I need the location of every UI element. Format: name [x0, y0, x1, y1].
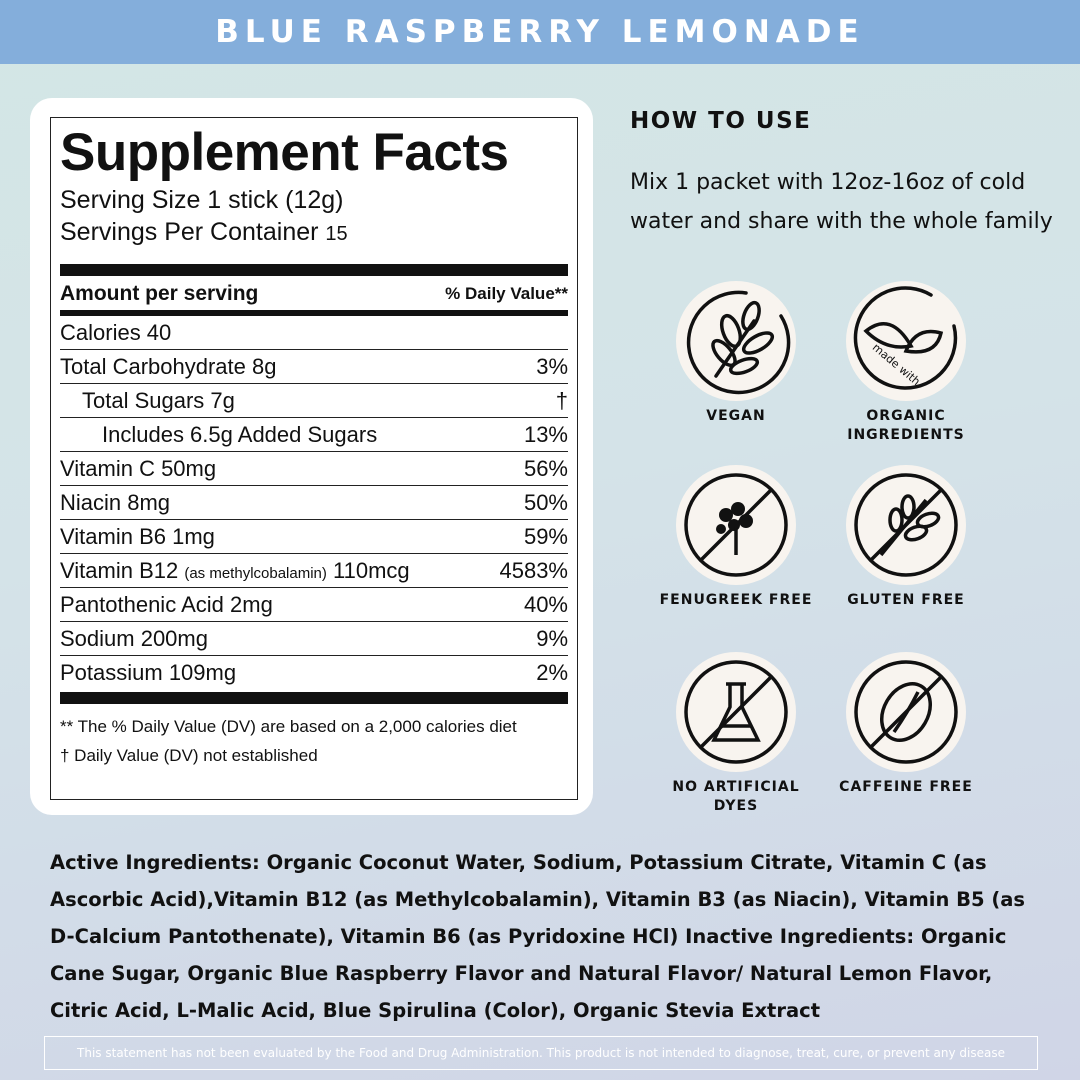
nutrient-row: Total Carbohydrate 8g 3%: [60, 350, 568, 384]
facts-title: Supplement Facts: [60, 123, 509, 182]
badge-caffeine-free: CAFFEINE FREE: [821, 652, 991, 797]
ingredients-text: Active Ingredients: Organic Coconut Wate…: [50, 851, 1026, 1022]
servings-value: 15: [325, 223, 348, 245]
nutrient-dv: 3%: [536, 354, 568, 379]
amount-per-serving: Amount per serving: [60, 282, 259, 305]
nutrient-name: Vitamin B12 (as methylcobalamin) 110mcg: [60, 554, 410, 587]
badge-vegan: VEGAN: [651, 281, 821, 426]
calories: Calories 40: [60, 320, 172, 345]
flask-free-icon: [676, 652, 796, 772]
fenugreek-free-icon: [676, 465, 796, 585]
leaves-made-with-icon: made with: [846, 281, 966, 401]
supplement-facts-label: Supplement Facts Serving Size 1 stick (1…: [50, 117, 578, 800]
nutrient-row: Sodium 200mg 9%: [60, 622, 568, 656]
divider: [60, 692, 568, 704]
nutrient-row: Potassium 109mg 2%: [60, 656, 568, 690]
badge-no-artificial-dyes: NO ARTIFICIAL DYES: [651, 652, 821, 816]
nutrient-dv: 59%: [523, 524, 568, 549]
badge-gluten-free: GLUTEN FREE: [821, 465, 991, 610]
calories-row: Calories 40: [60, 316, 568, 350]
nutrient-name: Vitamin C 50mg: [60, 456, 217, 481]
nutrient-row: Niacin 8mg 50%: [60, 486, 568, 520]
servings-label: Servings Per Container: [60, 218, 319, 246]
amount-header: Amount per serving % Daily Value**: [60, 280, 568, 316]
footnote-dagger: † Daily Value (DV) not established: [60, 746, 318, 765]
coffee-bean-free-icon: [846, 652, 966, 772]
footnote-dv: ** The % Daily Value (DV) are based on a…: [60, 717, 517, 736]
header-banner: BLUE RASPBERRY LEMONADE: [0, 0, 1080, 64]
daily-value-header: % Daily Value**: [445, 284, 568, 303]
nutrient-dv: 4583%: [499, 558, 568, 583]
b12-note: (as methylcobalamin): [184, 565, 327, 582]
nutrient-dv: 2%: [536, 660, 568, 685]
nutrient-row: Pantothenic Acid 2mg 40%: [60, 588, 568, 622]
nutrient-name: Total Sugars 7g: [82, 388, 235, 413]
servings-per-container: Servings Per Container 15: [60, 216, 568, 250]
nutrient-name: Total Carbohydrate 8g: [60, 354, 277, 379]
badge-label: VEGAN: [706, 408, 766, 424]
badge-label: FENUGREEK FREE: [659, 592, 813, 608]
divider: [60, 264, 568, 276]
nutrient-row: Vitamin C 50mg 56%: [60, 452, 568, 486]
nutrient-name: Niacin 8mg: [60, 490, 171, 515]
nutrient-dv: †: [555, 388, 568, 413]
b12-name: Vitamin B12: [60, 558, 179, 583]
how-to-use-title: HOW TO USE: [630, 108, 812, 134]
b12-amount: 110mcg: [333, 558, 410, 583]
serving-size: Serving Size 1 stick (12g): [60, 186, 344, 214]
nutrient-name: Vitamin B6 1mg: [60, 524, 215, 549]
badge-fenugreek-free: FENUGREEK FREE: [651, 465, 821, 610]
nutrient-row: Total Sugars 7g †: [60, 384, 568, 418]
nutrient-row: Includes 6.5g Added Sugars 13%: [60, 418, 568, 452]
leaf-branch-icon: [676, 281, 796, 401]
nutrient-dv: 13%: [523, 422, 568, 447]
nutrient-dv: 9%: [536, 626, 568, 651]
badge-label: CAFFEINE FREE: [839, 779, 973, 795]
how-to-use-text: Mix 1 packet with 12oz-16oz of cold wate…: [630, 170, 1053, 234]
nutrient-name: Pantothenic Acid 2mg: [60, 592, 273, 617]
nutrient-dv: 40%: [523, 592, 568, 617]
nutrient-name: Potassium 109mg: [60, 660, 237, 685]
badge-label: NO ARTIFICIAL DYES: [672, 779, 800, 814]
badge-organic: made with ORGANIC INGREDIENTS: [821, 281, 991, 445]
nutrient-name: Sodium 200mg: [60, 626, 208, 651]
fda-disclaimer: This statement has not been evaluated by…: [44, 1036, 1038, 1070]
badge-label: ORGANIC INGREDIENTS: [847, 408, 965, 443]
nutrient-row: Vitamin B6 1mg 59%: [60, 520, 568, 554]
badge-label: GLUTEN FREE: [847, 592, 965, 608]
nutrient-row: Vitamin B12 (as methylcobalamin) 110mcg 4…: [60, 554, 568, 588]
nutrient-dv: 56%: [523, 456, 568, 481]
supplement-facts-panel: Supplement Facts Serving Size 1 stick (1…: [30, 98, 593, 815]
gluten-free-icon: [846, 465, 966, 585]
nutrient-dv: 50%: [523, 490, 568, 515]
nutrient-name: Includes 6.5g Added Sugars: [102, 422, 378, 447]
product-title: BLUE RASPBERRY LEMONADE: [215, 14, 865, 50]
